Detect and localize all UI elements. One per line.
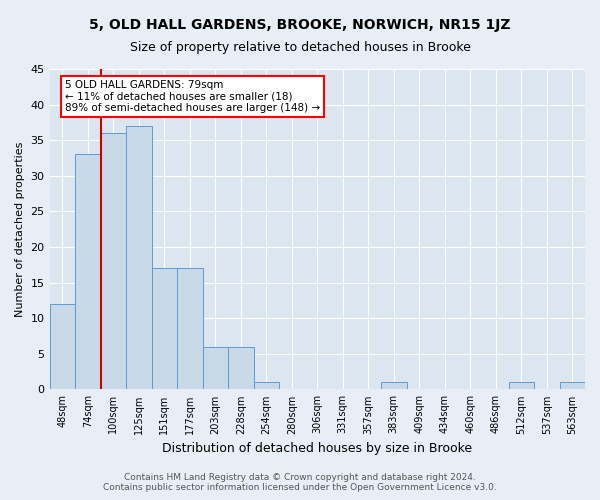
Text: Contains HM Land Registry data © Crown copyright and database right 2024.
Contai: Contains HM Land Registry data © Crown c…	[103, 473, 497, 492]
Text: 5, OLD HALL GARDENS, BROOKE, NORWICH, NR15 1JZ: 5, OLD HALL GARDENS, BROOKE, NORWICH, NR…	[89, 18, 511, 32]
Bar	[254, 382, 279, 390]
Bar	[75, 154, 101, 390]
Bar	[203, 346, 228, 390]
Y-axis label: Number of detached properties: Number of detached properties	[15, 142, 25, 317]
Bar	[101, 133, 126, 390]
Text: Size of property relative to detached houses in Brooke: Size of property relative to detached ho…	[130, 41, 470, 54]
Bar	[126, 126, 152, 390]
Bar	[50, 304, 75, 390]
Bar	[228, 346, 254, 390]
Bar	[381, 382, 407, 390]
Bar	[509, 382, 534, 390]
Bar	[560, 382, 585, 390]
Bar	[152, 268, 177, 390]
X-axis label: Distribution of detached houses by size in Brooke: Distribution of detached houses by size …	[162, 442, 472, 455]
Text: 5 OLD HALL GARDENS: 79sqm
← 11% of detached houses are smaller (18)
89% of semi-: 5 OLD HALL GARDENS: 79sqm ← 11% of detac…	[65, 80, 320, 113]
Bar	[177, 268, 203, 390]
